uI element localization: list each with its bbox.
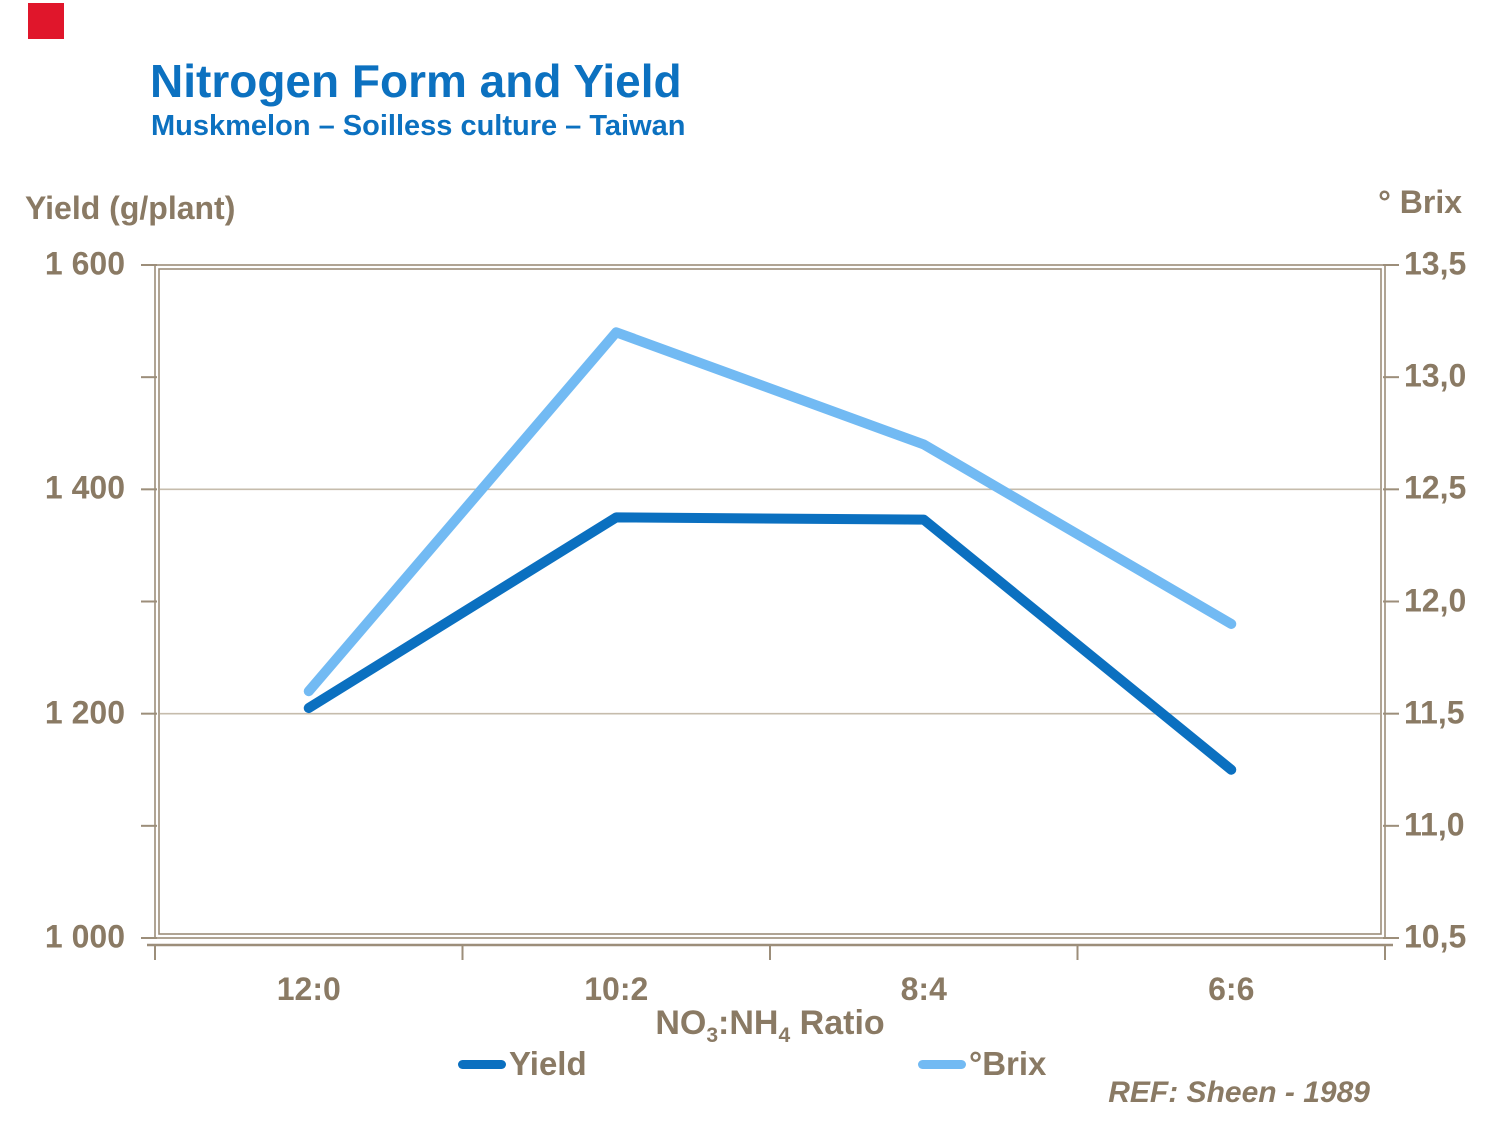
y-left-tick-label: 1 200 [44,694,125,731]
brix-legend-label: °Brix [969,1045,1047,1082]
y-right-tick-label: 13,0 [1404,357,1467,394]
chart-title: Nitrogen Form and Yield [150,55,682,107]
y-right-tick-label: 11,0 [1404,806,1465,843]
x-axis-title: NO3:NH4 Ratio [655,1004,884,1048]
y-right-tick-label: 12,5 [1404,470,1467,507]
reference-text: REF: Sheen - 1989 [1108,1076,1370,1109]
yield-legend-label: Yield [509,1045,587,1082]
x-category-label: 8:4 [900,971,947,1007]
y-right-tick-label: 13,5 [1404,245,1467,282]
y-left-axis-title: Yield (g/plant) [25,190,236,226]
x-category-label: 10:2 [584,971,649,1007]
y-right-axis-title: ° Brix [1378,184,1462,220]
y-left-tick-label: 1 600 [44,245,125,282]
yield-legend-swatch [458,1059,506,1069]
y-right-tick-label: 10,5 [1404,918,1467,955]
y-left-tick-label: 1 400 [44,470,125,507]
x-axis-title-part: NO [655,1004,707,1042]
series-line-brix [303,327,1237,697]
series-line-yield [303,512,1237,775]
y-right-tick-label: 12,0 [1404,582,1467,619]
chart-subtitle: Muskmelon – Soilless culture – Taiwan [151,110,686,142]
x-axis-title-part: :NH [718,1004,779,1042]
plot-frame-outer [154,264,1386,939]
x-axis-title-subscript: 4 [778,1023,791,1047]
legend-item-yield: Yield [458,1045,587,1083]
brix-legend-swatch [918,1059,966,1069]
slide-accent-square [28,3,64,39]
legend-item-brix: °Brix [918,1045,1046,1083]
x-axis-title-subscript: 3 [706,1023,719,1047]
x-axis-title-part: Ratio [790,1004,885,1042]
y-left-tick-label: 1 000 [44,918,125,955]
x-category-label: 6:6 [1208,971,1255,1007]
plot-frame-inner [158,268,1382,935]
y-right-tick-label: 11,5 [1404,694,1465,731]
x-category-label: 12:0 [276,971,341,1007]
